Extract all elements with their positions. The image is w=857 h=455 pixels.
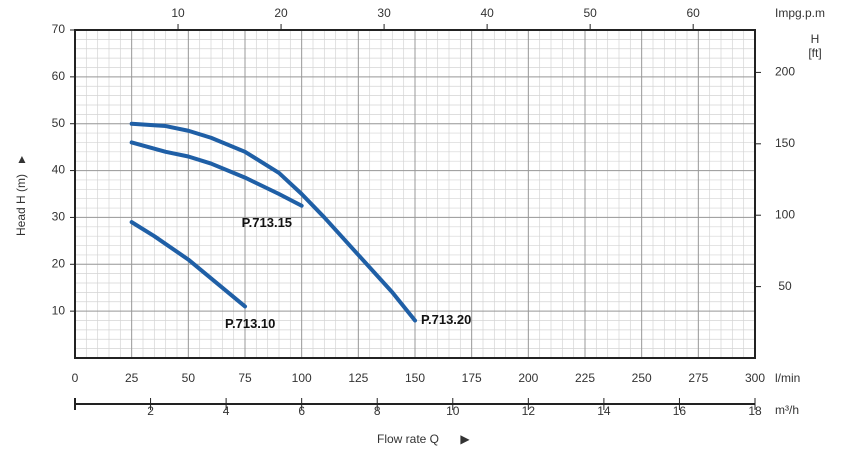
x-tick-label: 225 [575,371,595,385]
x-tick-label: 25 [125,371,139,385]
curve-label: P.713.20 [421,312,471,327]
x2-tick-label: 8 [374,404,381,418]
x-tick-label: 250 [632,371,652,385]
y-tick-label: 60 [52,69,66,83]
y2-tick-label: 200 [775,65,795,79]
y-tick-label: 70 [52,22,66,36]
curve [129,220,247,309]
x-tick-label: 300 [745,371,765,385]
y2-tick-label: 150 [775,136,795,150]
x2-tick-label: 6 [298,404,305,418]
x3-tick-label: 10 [171,6,185,20]
y2-axis-title: [ft] [808,46,821,60]
x-tick-label: 150 [405,371,425,385]
x2-tick-label: 10 [446,404,460,418]
curve-label: P.713.15 [242,215,292,230]
arrow-icon: ▲ [16,152,28,166]
plot-frame [74,29,756,359]
curve [129,121,417,323]
y2-axis-title: H [811,32,820,46]
curve-label: P.713.10 [225,316,275,331]
x2-tick-label: 14 [597,404,611,418]
x3-tick-label: 40 [480,6,494,20]
y2-tick-label: 50 [778,279,792,293]
x3-tick-label: 20 [274,6,288,20]
x2-tick-label: 12 [522,404,536,418]
x-unit: l/min [775,371,800,385]
x-axis-title: Flow rate Q [377,432,439,446]
curve [129,140,304,208]
y-axis-title: Head H (m) [14,174,28,236]
x-tick-label: 200 [518,371,538,385]
y-tick-label: 50 [52,116,66,130]
x-tick-label: 275 [688,371,708,385]
x-tick-label: 0 [72,371,79,385]
x2-tick-label: 2 [147,404,154,418]
x3-unit: Impg.p.m [775,6,825,20]
x-tick-label: 175 [462,371,482,385]
x3-tick-label: 50 [583,6,597,20]
x3-tick-label: 60 [687,6,701,20]
x-tick-label: 50 [182,371,196,385]
x3-tick-label: 30 [377,6,391,20]
x2-tick-label: 4 [223,404,230,418]
y2-tick-label: 100 [775,207,795,221]
y-tick-label: 20 [52,256,66,270]
x2-tick-label: 18 [748,404,762,418]
x-tick-label: 75 [238,371,252,385]
y-tick-label: 10 [52,303,66,317]
x-tick-label: 100 [292,371,312,385]
y-tick-label: 30 [52,210,66,224]
y-tick-label: 40 [52,163,66,177]
x-tick-label: 125 [348,371,368,385]
arrow-icon: ▶ [460,432,470,446]
x2-tick-label: 16 [673,404,687,418]
x2-unit: m³/h [775,403,799,417]
